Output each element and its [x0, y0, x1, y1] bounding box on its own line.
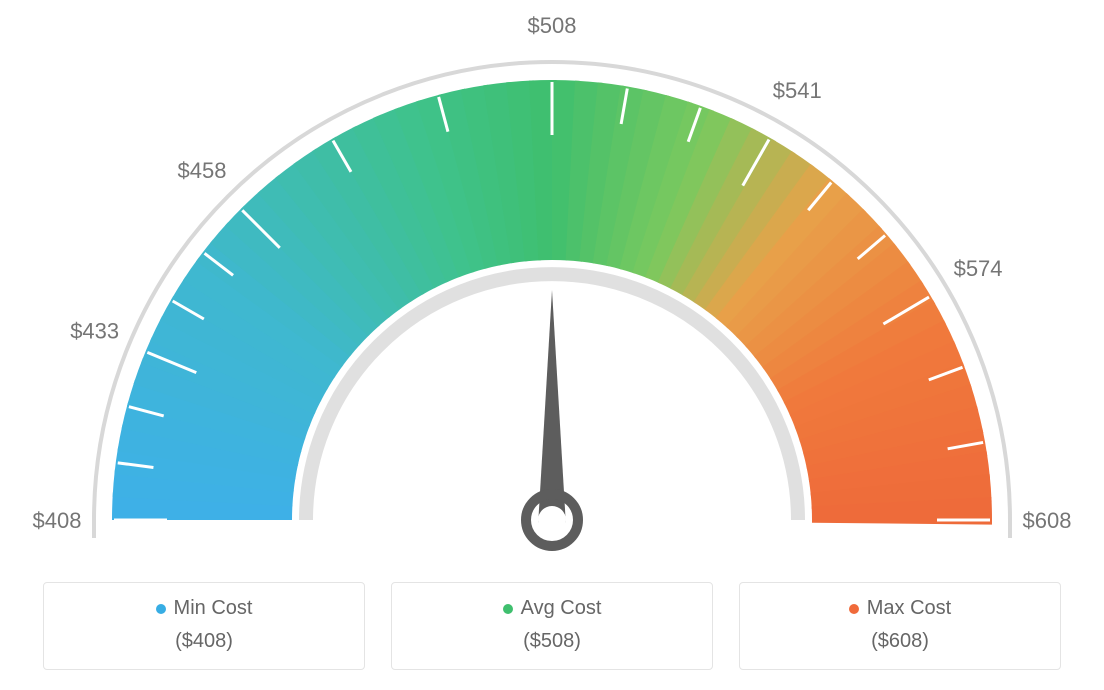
legend-text-min: Min Cost: [174, 597, 253, 620]
legend-box-min: Min Cost ($408): [43, 582, 365, 670]
gauge-area: $408 $433 $458 $508 $541 $574 $608: [0, 0, 1104, 560]
gauge-tick-label: $574: [954, 256, 1003, 281]
gauge-tick-label: $541: [773, 78, 822, 103]
legend-label-avg: Avg Cost: [503, 597, 602, 620]
dot-icon: [849, 604, 859, 614]
legend-text-max: Max Cost: [867, 597, 951, 620]
dot-icon: [503, 604, 513, 614]
cost-gauge: $408 $433 $458 $508 $541 $574 $608: [0, 0, 1104, 560]
legend-value-avg: ($508): [402, 630, 702, 653]
legend-text-avg: Avg Cost: [521, 597, 602, 620]
legend-value-min: ($408): [54, 630, 354, 653]
legend: Min Cost ($408) Avg Cost ($508) Max Cost…: [0, 582, 1104, 670]
legend-label-min: Min Cost: [156, 597, 253, 620]
gauge-tick-label: $458: [178, 158, 227, 183]
gauge-tick-label: $433: [70, 319, 119, 344]
chart-container: $408 $433 $458 $508 $541 $574 $608 Min Cost ($…: [0, 0, 1104, 690]
legend-label-max: Max Cost: [849, 597, 951, 620]
legend-value-max: ($608): [750, 630, 1050, 653]
legend-box-max: Max Cost ($608): [739, 582, 1061, 670]
gauge-tick-label: $608: [1023, 508, 1072, 533]
gauge-tick-label: $408: [33, 508, 82, 533]
legend-box-avg: Avg Cost ($508): [391, 582, 713, 670]
gauge-tick-label: $508: [528, 13, 577, 38]
dot-icon: [156, 604, 166, 614]
